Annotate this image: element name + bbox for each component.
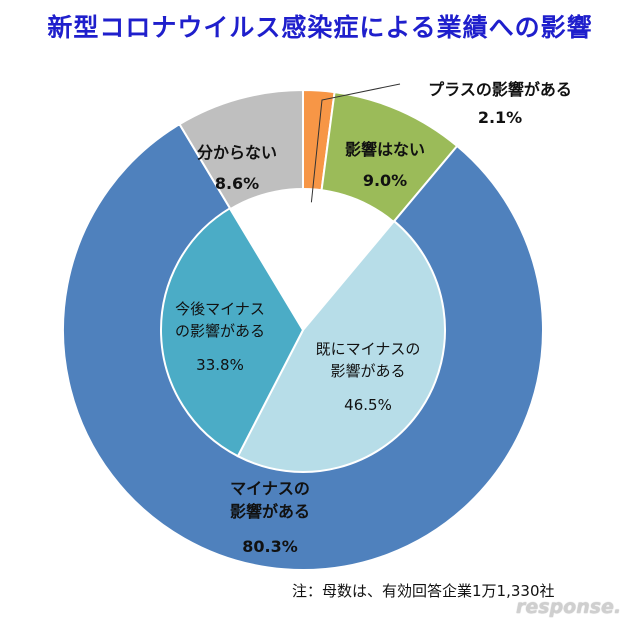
outer-value-0: 2.1% [478,108,522,127]
outer-label-3: 分からない [197,143,277,162]
chart-title: 新型コロナウイルス感染症による業績への影響 [47,13,593,42]
inner-value-0: 46.5% [344,396,392,414]
inner-value-1: 33.8% [196,356,244,374]
outer-value-1: 9.0% [363,171,407,190]
watermark-logo: response. [516,596,622,618]
inner-label-0: 既にマイナスの影響がある [316,340,421,380]
outer-value-3: 8.6% [215,174,259,193]
slice-labels: プラスの影響がある 2.1% 影響はない 9.0% マイナスの影響がある 80.3% 分から… [175,80,572,556]
inner-ring [160,188,446,473]
outer-value-2: 80.3% [242,537,298,556]
footnote: 注：母数は、有効回答企業1万1,330社 [292,582,555,600]
outer-label-1: 影響はない [345,140,425,159]
inner-label-1: 今後マイナスの影響がある [175,300,265,340]
outer-label-2: マイナスの影響がある [230,479,310,521]
inner-slice-0 [236,219,446,473]
inner-slice-1 [160,206,305,458]
leader-line [310,83,401,203]
outer-label-0: プラスの影響がある [428,80,572,99]
